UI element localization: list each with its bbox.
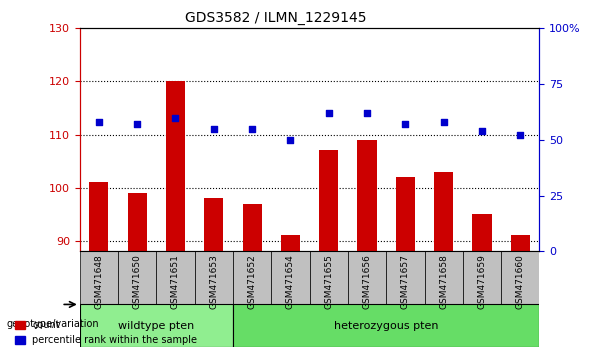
FancyBboxPatch shape [424,251,463,304]
Text: GDS3582 / ILMN_1229145: GDS3582 / ILMN_1229145 [185,11,367,25]
Bar [473,214,492,251]
Text: GSM471650: GSM471650 [132,254,142,309]
Bar [243,204,262,251]
Bar [204,198,223,251]
Text: GSM471658: GSM471658 [439,254,448,309]
FancyBboxPatch shape [118,251,156,304]
Text: wildtype pten: wildtype pten [118,321,194,331]
FancyBboxPatch shape [233,251,271,304]
FancyBboxPatch shape [463,251,501,304]
Bar [319,150,338,251]
Text: GSM471660: GSM471660 [516,254,525,309]
Point [439,119,449,125]
Text: GSM471651: GSM471651 [171,254,180,309]
Bar [511,235,530,251]
Legend: count, percentile rank within the sample: count, percentile rank within the sample [11,316,201,349]
FancyBboxPatch shape [195,251,233,304]
FancyBboxPatch shape [233,304,539,347]
FancyBboxPatch shape [156,251,195,304]
FancyBboxPatch shape [80,304,233,347]
Bar [89,182,109,251]
Point [516,132,525,138]
Text: GSM471654: GSM471654 [286,254,295,309]
Point [324,110,333,116]
Text: heterozygous pten: heterozygous pten [334,321,438,331]
Point [132,121,142,127]
Point [247,126,257,131]
Point [477,128,487,134]
Text: GSM471657: GSM471657 [401,254,410,309]
Bar [396,177,415,251]
FancyBboxPatch shape [271,251,310,304]
Text: GSM471659: GSM471659 [478,254,487,309]
Point [362,110,372,116]
Text: GSM471653: GSM471653 [209,254,218,309]
Point [170,115,180,120]
Text: genotype/variation: genotype/variation [6,319,99,329]
Bar [166,81,185,251]
Text: GSM471652: GSM471652 [248,254,257,309]
FancyBboxPatch shape [310,251,348,304]
Point [286,137,295,143]
Bar [128,193,147,251]
Point [209,126,219,131]
Point [400,121,410,127]
Bar [434,172,453,251]
FancyBboxPatch shape [501,251,539,304]
Point [94,119,104,125]
Text: GSM471656: GSM471656 [362,254,371,309]
FancyBboxPatch shape [386,251,424,304]
Text: GSM471648: GSM471648 [94,254,104,309]
FancyBboxPatch shape [80,251,118,304]
Bar [281,235,300,251]
FancyBboxPatch shape [348,251,386,304]
Bar [357,140,376,251]
Text: GSM471655: GSM471655 [324,254,333,309]
